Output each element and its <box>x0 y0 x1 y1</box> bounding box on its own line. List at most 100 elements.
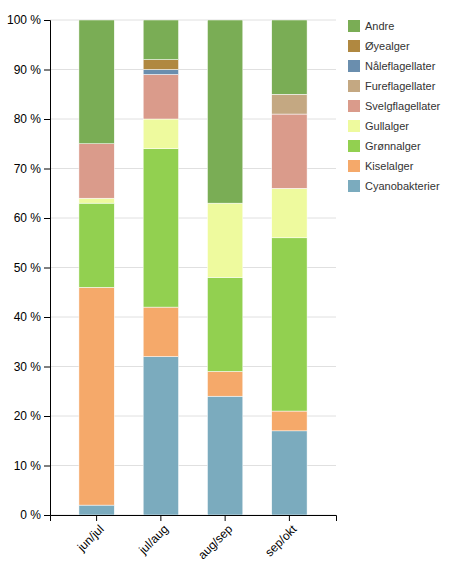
y-tick-label: 10 % <box>14 459 42 473</box>
legend-label: Nåleflagellater <box>365 60 436 72</box>
y-tick: 90 % <box>14 63 50 77</box>
bar-segment <box>79 198 114 203</box>
legend-swatch <box>348 100 360 112</box>
x-tick: aug/sep <box>195 515 235 562</box>
legend-swatch <box>348 140 360 152</box>
legend-swatch <box>348 180 360 192</box>
y-tick-label: 20 % <box>14 409 42 423</box>
legend-item: Cyanobakterier <box>348 180 440 192</box>
legend-label: Gullalger <box>365 120 409 132</box>
tick-mark <box>44 20 50 21</box>
y-tick-label: 0 % <box>20 508 41 522</box>
y-tick-label: 80 % <box>14 112 42 126</box>
tick-mark <box>225 515 226 521</box>
y-tick: 100 % <box>7 13 50 27</box>
x-tick-label: sep/okt <box>262 522 300 560</box>
legend-swatch <box>348 60 360 72</box>
x-tick-label: aug/sep <box>195 522 235 562</box>
bar-segment <box>272 94 307 114</box>
bar-segment <box>207 203 242 277</box>
legend-swatch <box>348 120 360 132</box>
legend-label: Fureflagellater <box>365 80 436 92</box>
y-axis: 0 % 10 % 20 % 30 % 40 % 50 % 60 % 70 % 80 % 90 % 1… <box>7 13 51 522</box>
legend-item: Øyealger <box>348 40 410 52</box>
bar-segment <box>79 505 114 515</box>
bar-segment <box>207 20 242 203</box>
legend-label: Andre <box>365 20 394 32</box>
bar-segment <box>207 396 242 515</box>
y-tick: 30 % <box>14 360 50 374</box>
series <box>79 20 307 203</box>
bar-segment <box>272 431 307 515</box>
tick-mark <box>44 416 50 417</box>
legend-swatch <box>348 80 360 92</box>
bar-segment <box>79 203 114 287</box>
tick-mark <box>96 515 97 521</box>
bar-segment <box>143 60 178 70</box>
x-tick: jul/aug <box>135 515 171 558</box>
tick-mark <box>44 317 50 318</box>
y-tick-label: 50 % <box>14 261 42 275</box>
bar-segment <box>272 114 307 188</box>
bar-segment <box>272 411 307 431</box>
bar-segment <box>143 74 178 119</box>
x-tick: jun/jul <box>74 515 107 555</box>
legend-label: Cyanobakterier <box>365 180 440 192</box>
tick-mark <box>44 70 50 71</box>
legend-label: Svelgflagellater <box>365 100 441 112</box>
bar-segment <box>143 307 178 357</box>
bars <box>79 20 307 515</box>
legend-item: Gullalger <box>348 120 409 132</box>
tick-mark <box>44 466 50 467</box>
tick-mark <box>44 119 50 120</box>
legend-item: Grønnalger <box>348 140 421 152</box>
y-tick: 70 % <box>14 162 50 176</box>
legend-item: Fureflagellater <box>348 80 436 92</box>
legend-label: Øyealger <box>365 40 410 52</box>
y-tick-label: 90 % <box>14 63 42 77</box>
tick-mark <box>44 515 50 516</box>
x-tick-label: jul/aug <box>135 522 171 558</box>
y-tick-label: 40 % <box>14 310 42 324</box>
tick-mark <box>44 218 50 219</box>
series <box>272 94 307 114</box>
y-tick: 60 % <box>14 211 50 225</box>
bar-segment <box>272 238 307 411</box>
y-tick: 10 % <box>14 459 50 473</box>
y-tick-label: 70 % <box>14 162 42 176</box>
legend-swatch <box>348 20 360 32</box>
x-axis: jun/jul jul/aug aug/sep sep/okt <box>51 515 337 562</box>
legend-swatch <box>348 160 360 172</box>
legend-label: Kiselalger <box>365 160 414 172</box>
y-tick: 50 % <box>14 261 50 275</box>
tick-mark <box>44 268 50 269</box>
y-tick: 20 % <box>14 409 50 423</box>
y-tick: 80 % <box>14 112 50 126</box>
plot: jun/jul jul/aug aug/sep sep/okt 0 % 10 % 20 % 3… <box>7 13 441 562</box>
bar-segment <box>207 277 242 371</box>
grid <box>50 20 336 515</box>
bar-segment <box>143 20 178 60</box>
bar-segment <box>143 149 178 307</box>
bar-segment <box>143 70 178 75</box>
chart: jun/jul jul/aug aug/sep sep/okt 0 % 10 % 20 % 3… <box>0 0 476 575</box>
x-tick: sep/okt <box>262 515 300 559</box>
axis-line <box>51 516 337 522</box>
tick-mark <box>289 515 290 521</box>
series <box>143 70 178 75</box>
axis-line <box>44 21 51 516</box>
x-tick-label: jun/jul <box>74 522 107 555</box>
bar-segment <box>143 119 178 149</box>
y-tick: 0 % <box>20 508 50 522</box>
bar-segment <box>79 20 114 144</box>
legend-item: Kiselalger <box>348 160 414 172</box>
y-tick-label: 30 % <box>14 360 42 374</box>
tick-mark <box>44 367 50 368</box>
y-tick-label: 100 % <box>7 13 41 27</box>
legend-item: Nåleflagellater <box>348 60 436 72</box>
legend-item: Svelgflagellater <box>348 100 441 112</box>
legend-swatch <box>348 40 360 52</box>
y-tick-label: 60 % <box>14 211 42 225</box>
bar-segment <box>272 20 307 94</box>
bar-segment <box>207 371 242 396</box>
